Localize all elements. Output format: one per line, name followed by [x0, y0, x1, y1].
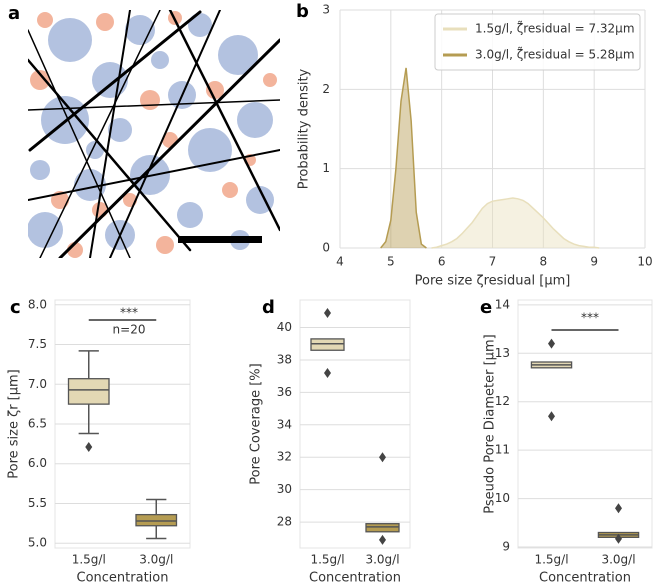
x-tick-label: 9 — [590, 255, 598, 269]
x-tick-label: 10 — [637, 255, 652, 269]
x-axis-label: Concentration — [539, 571, 631, 586]
annotation: *** — [120, 306, 138, 320]
y-tick-label: 2 — [322, 82, 330, 96]
x-tick-label: 1.5g/l — [534, 553, 568, 567]
panel-letter: c — [10, 297, 21, 318]
legend-label: 1.5g/l, ζ̃residual = 7.32μm — [475, 20, 635, 35]
y-tick-label: 6.0 — [28, 456, 47, 470]
x-tick-label: 3.0g/l — [601, 553, 635, 567]
box — [365, 523, 400, 533]
y-tick-label: 32 — [277, 450, 292, 464]
outlier — [324, 307, 331, 318]
y-tick-label: 5.5 — [28, 496, 47, 510]
annotation: n=20 — [113, 323, 146, 337]
outlier — [324, 367, 331, 378]
y-tick-label: 40 — [277, 320, 292, 334]
box — [67, 378, 110, 405]
x-axis-label: Pore size ζresidual [μm] — [415, 274, 571, 289]
x-tick-label: 4 — [336, 255, 344, 269]
panel-letter: d — [262, 297, 275, 318]
y-axis-label: Pore size ζr [μm] — [7, 369, 22, 478]
outlier — [548, 411, 555, 422]
y-tick-label: 11 — [495, 443, 510, 457]
outlier — [379, 534, 386, 545]
panel-letter: e — [480, 297, 492, 318]
y-tick-label: 36 — [277, 385, 292, 399]
y-tick-label: 30 — [277, 482, 292, 496]
box — [135, 513, 178, 527]
outlier — [379, 452, 386, 463]
micrograph — [28, 10, 280, 258]
annotation: *** — [581, 311, 599, 325]
x-tick-label: 1.5g/l — [310, 553, 344, 567]
outlier — [548, 338, 555, 349]
y-tick-label: 1 — [322, 161, 330, 175]
legend-box — [434, 13, 641, 71]
x-tick-label: 1.5g/l — [72, 553, 106, 567]
y-tick-label: 10 — [495, 491, 510, 505]
density-curve — [431, 197, 600, 249]
y-axis-label: Probability density — [297, 68, 312, 189]
x-tick-label: 7 — [489, 255, 497, 269]
x-axis-label: Concentration — [309, 571, 401, 586]
x-tick-label: 5 — [387, 255, 395, 269]
outlier — [85, 442, 93, 453]
y-tick-label: 14 — [495, 297, 510, 311]
x-tick-label: 8 — [540, 255, 548, 269]
density-curve — [380, 67, 427, 249]
plot-frame — [517, 299, 653, 549]
y-tick-label: 13 — [495, 346, 510, 360]
panel-letter: b — [296, 1, 309, 22]
y-axis-label: Pseudo Pore Diameter [µm] — [483, 334, 498, 513]
x-tick-label: 3.0g/l — [365, 553, 399, 567]
y-tick-label: 6.5 — [28, 417, 47, 431]
x-tick-label: 3.0g/l — [139, 553, 173, 567]
y-tick-label: 7.0 — [28, 377, 47, 391]
plot-frame — [299, 299, 411, 549]
x-tick-label: 6 — [438, 255, 446, 269]
outlier — [615, 503, 622, 514]
y-tick-label: 5.0 — [28, 536, 47, 550]
panel-letter: a — [8, 3, 20, 24]
outlier — [615, 533, 622, 544]
y-tick-label: 8.0 — [28, 297, 47, 311]
legend-label: 3.0g/l, ζ̃residual = 5.28μm — [475, 46, 635, 61]
y-tick-label: 34 — [277, 417, 292, 431]
y-tick-label: 9 — [502, 540, 510, 554]
y-axis-label: Pore Coverage [%] — [249, 363, 264, 484]
y-tick-label: 28 — [277, 515, 292, 529]
y-tick-label: 3 — [322, 3, 330, 17]
y-tick-label: 12 — [495, 394, 510, 408]
x-axis-label: Concentration — [77, 571, 169, 586]
box — [310, 338, 345, 351]
y-tick-label: 38 — [277, 352, 292, 366]
y-tick-label: 0 — [322, 241, 330, 255]
y-tick-label: 7.5 — [28, 337, 47, 351]
